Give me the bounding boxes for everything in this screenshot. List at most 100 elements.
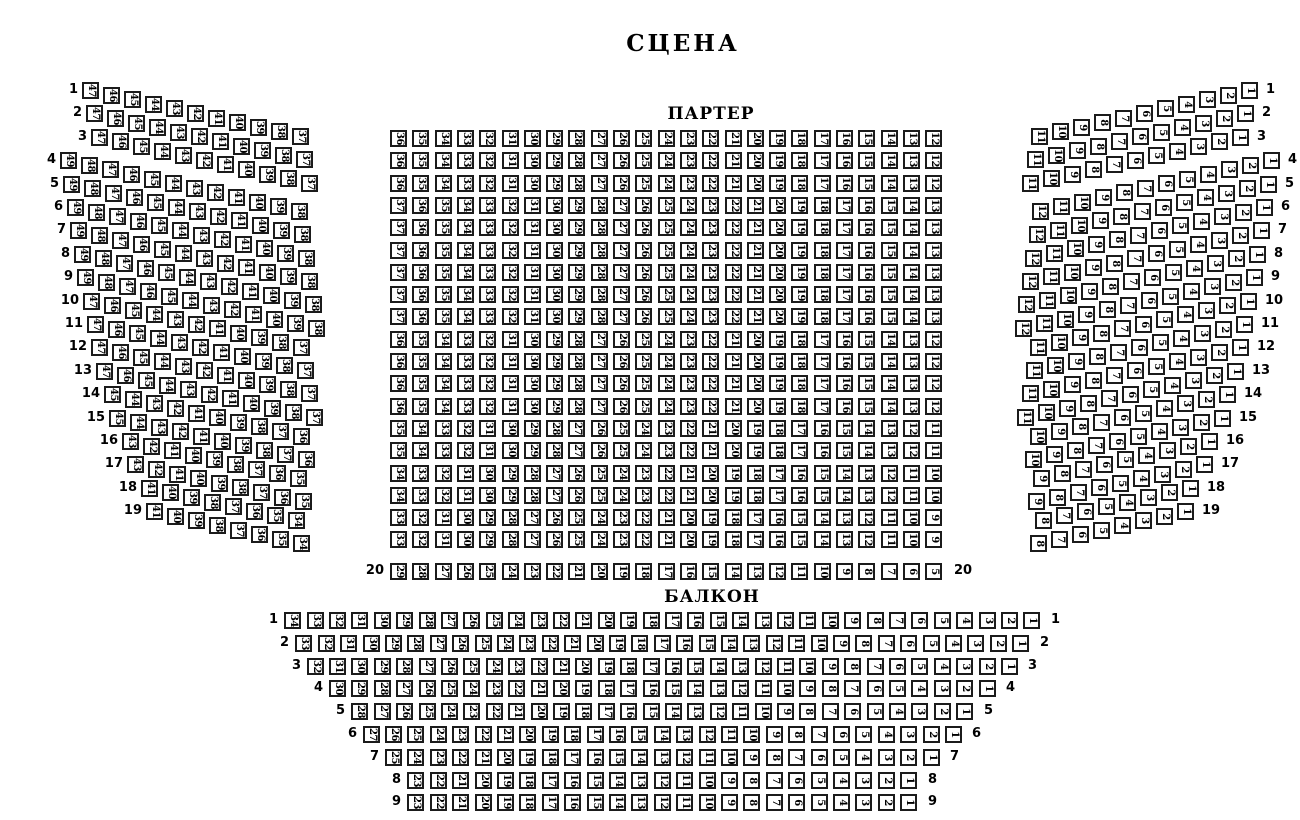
seat-balcony-row2-15[interactable]: 15: [699, 635, 716, 652]
seat-parterre-center-row1-14[interactable]: 14: [881, 130, 898, 147]
seat-parterre-center-row2-32[interactable]: 32: [479, 152, 496, 169]
seat-balcony-row7-13[interactable]: 13: [654, 749, 671, 766]
seat-parterre-right-row1-10[interactable]: 10: [1052, 123, 1069, 140]
seat-balcony-row8-12[interactable]: 12: [654, 772, 671, 789]
seat-parterre-right-row19-3[interactable]: 3: [1135, 512, 1152, 529]
seat-parterre-center-row20-21[interactable]: 21: [568, 563, 585, 580]
seat-parterre-center-row2-20[interactable]: 20: [747, 152, 764, 169]
seat-parterre-right-row2-7[interactable]: 7: [1111, 133, 1128, 150]
seat-parterre-center-row13-13[interactable]: 13: [903, 398, 920, 415]
seat-balcony-row9-2[interactable]: 2: [878, 794, 895, 811]
seat-parterre-right-row7-5[interactable]: 5: [1169, 241, 1186, 258]
seat-parterre-left-row7-46[interactable]: 46: [133, 236, 150, 253]
seat-balcony-row5-13[interactable]: 13: [687, 703, 704, 720]
seat-parterre-left-row2-44[interactable]: 44: [149, 119, 166, 136]
seat-parterre-center-row20-7[interactable]: 7: [881, 563, 898, 580]
seat-parterre-center-row5-37[interactable]: 37: [390, 219, 407, 236]
seat-parterre-left-row4-40[interactable]: 40: [249, 194, 266, 211]
seat-parterre-center-row9-20[interactable]: 20: [769, 308, 786, 325]
seat-parterre-center-row20-16[interactable]: 16: [680, 563, 697, 580]
seat-balcony-row6-14[interactable]: 14: [654, 726, 671, 743]
seat-balcony-row8-20[interactable]: 20: [475, 772, 492, 789]
seat-parterre-left-row17-38[interactable]: 38: [232, 479, 249, 496]
seat-parterre-center-row2-24[interactable]: 24: [658, 152, 675, 169]
seat-parterre-left-row5-42[interactable]: 42: [210, 208, 227, 225]
seat-balcony-row8-5[interactable]: 5: [811, 772, 828, 789]
seat-parterre-right-row10-2[interactable]: 2: [1219, 297, 1236, 314]
seat-parterre-left-row3-47[interactable]: 47: [91, 129, 108, 146]
seat-parterre-center-row15-20[interactable]: 20: [725, 442, 742, 459]
seat-parterre-center-row20-8[interactable]: 8: [858, 563, 875, 580]
seat-parterre-center-row11-35[interactable]: 35: [412, 353, 429, 370]
seat-parterre-left-row17-41[interactable]: 41: [169, 466, 186, 483]
seat-parterre-left-row13-46[interactable]: 46: [117, 367, 134, 384]
seat-parterre-center-row10-24[interactable]: 24: [658, 331, 675, 348]
seat-parterre-center-row10-32[interactable]: 32: [479, 331, 496, 348]
seat-balcony-row1-33[interactable]: 33: [307, 612, 324, 629]
seat-parterre-right-row16-1[interactable]: 1: [1201, 433, 1218, 450]
seat-balcony-row4-3[interactable]: 3: [934, 680, 951, 697]
seat-parterre-right-row7-4[interactable]: 4: [1190, 236, 1207, 253]
seat-parterre-center-row18-16[interactable]: 16: [769, 509, 786, 526]
seat-parterre-right-row16-4[interactable]: 4: [1138, 447, 1155, 464]
seat-parterre-right-row6-4[interactable]: 4: [1193, 213, 1210, 230]
seat-balcony-row3-27[interactable]: 27: [419, 658, 436, 675]
seat-balcony-row7-8[interactable]: 8: [766, 749, 783, 766]
seat-balcony-row2-1[interactable]: 1: [1012, 635, 1029, 652]
seat-parterre-left-row11-43[interactable]: 43: [171, 334, 188, 351]
seat-parterre-center-row11-27[interactable]: 27: [591, 353, 608, 370]
seat-parterre-right-row8-7[interactable]: 7: [1123, 273, 1140, 290]
seat-parterre-center-row3-17[interactable]: 17: [814, 175, 831, 192]
seat-parterre-center-row12-18[interactable]: 18: [791, 375, 808, 392]
seat-parterre-center-row20-22[interactable]: 22: [546, 563, 563, 580]
seat-parterre-center-row3-18[interactable]: 18: [791, 175, 808, 192]
seat-parterre-right-row6-10[interactable]: 10: [1067, 240, 1084, 257]
seat-balcony-row6-19[interactable]: 19: [542, 726, 559, 743]
seat-parterre-left-row10-45[interactable]: 45: [125, 302, 142, 319]
seat-parterre-left-row11-46[interactable]: 46: [108, 321, 125, 338]
seat-parterre-center-row8-29[interactable]: 29: [568, 286, 585, 303]
seat-parterre-center-row18-12[interactable]: 12: [858, 509, 875, 526]
seat-balcony-row8-9[interactable]: 9: [721, 772, 738, 789]
seat-parterre-center-row1-12[interactable]: 12: [925, 130, 942, 147]
seat-parterre-center-row8-37[interactable]: 37: [390, 286, 407, 303]
seat-parterre-left-row7-42[interactable]: 42: [217, 255, 234, 272]
seat-balcony-row1-19[interactable]: 19: [620, 612, 637, 629]
seat-parterre-left-row15-38[interactable]: 38: [256, 442, 273, 459]
seat-parterre-right-row3-6[interactable]: 6: [1127, 152, 1144, 169]
seat-parterre-right-row4-10[interactable]: 10: [1074, 194, 1091, 211]
seat-balcony-row1-23[interactable]: 23: [531, 612, 548, 629]
seat-parterre-right-row9-5[interactable]: 5: [1162, 288, 1179, 305]
seat-balcony-row6-7[interactable]: 7: [811, 726, 828, 743]
seat-parterre-left-row9-43[interactable]: 43: [203, 297, 220, 314]
seat-parterre-left-row10-42[interactable]: 42: [188, 316, 205, 333]
seat-parterre-left-row8-49[interactable]: 49: [74, 246, 91, 263]
seat-parterre-left-row18-35[interactable]: 35: [267, 507, 284, 524]
seat-parterre-center-row1-36[interactable]: 36: [390, 130, 407, 147]
seat-parterre-right-row16-7[interactable]: 7: [1075, 461, 1092, 478]
seat-parterre-center-row11-13[interactable]: 13: [903, 353, 920, 370]
seat-balcony-row7-12[interactable]: 12: [676, 749, 693, 766]
seat-parterre-center-row1-29[interactable]: 29: [546, 130, 563, 147]
seat-balcony-row2-9[interactable]: 9: [833, 635, 850, 652]
seat-parterre-left-row16-36[interactable]: 36: [269, 465, 286, 482]
seat-parterre-center-row17-16[interactable]: 16: [791, 487, 808, 504]
seat-parterre-center-row4-22[interactable]: 22: [725, 197, 742, 214]
seat-balcony-row5-21[interactable]: 21: [508, 703, 525, 720]
seat-parterre-left-row12-39[interactable]: 39: [259, 376, 276, 393]
seat-parterre-right-row9-8[interactable]: 8: [1099, 301, 1116, 318]
seat-parterre-center-row6-19[interactable]: 19: [791, 242, 808, 259]
seat-parterre-center-row16-28[interactable]: 28: [524, 465, 541, 482]
seat-balcony-row6-16[interactable]: 16: [609, 726, 626, 743]
seat-balcony-row9-16[interactable]: 16: [564, 794, 581, 811]
seat-balcony-row5-6[interactable]: 6: [844, 703, 861, 720]
seat-parterre-center-row1-34[interactable]: 34: [435, 130, 452, 147]
seat-parterre-left-row11-40[interactable]: 40: [234, 348, 251, 365]
seat-parterre-left-row1-41[interactable]: 41: [208, 110, 225, 127]
seat-balcony-row8-22[interactable]: 22: [430, 772, 447, 789]
seat-parterre-right-row13-9[interactable]: 9: [1059, 400, 1076, 417]
seat-parterre-right-row5-10[interactable]: 10: [1071, 217, 1088, 234]
seat-parterre-center-row13-20[interactable]: 20: [747, 398, 764, 415]
seat-parterre-center-row12-33[interactable]: 33: [457, 375, 474, 392]
seat-parterre-center-row10-23[interactable]: 23: [680, 331, 697, 348]
